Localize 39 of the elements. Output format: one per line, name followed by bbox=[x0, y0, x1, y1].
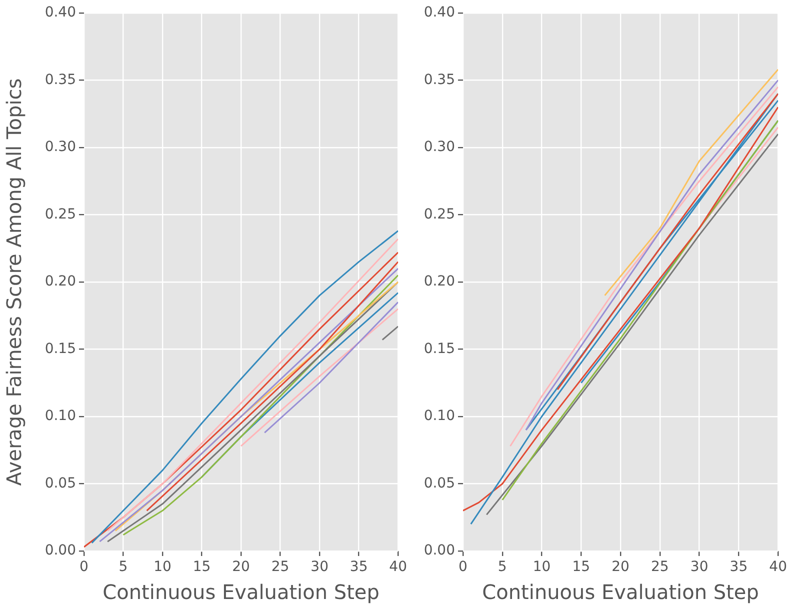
y-tick-label: 0.15 bbox=[44, 340, 76, 357]
x-tick-label: 15 bbox=[192, 559, 211, 576]
y-tick-label: 0.20 bbox=[44, 274, 76, 290]
x-tick-label: 35 bbox=[350, 559, 368, 576]
y-tick-label: 0.30 bbox=[44, 139, 76, 156]
y-tick-label: 0.35 bbox=[424, 72, 455, 88]
y-tick-label: 0.15 bbox=[424, 340, 455, 357]
y-tick-label: 0.40 bbox=[44, 4, 76, 21]
y-tick-label: 0.00 bbox=[424, 542, 455, 559]
x-tick-label: 30 bbox=[690, 559, 708, 576]
x-tick-label: 0 bbox=[80, 559, 88, 576]
y-tick-label: 0.25 bbox=[424, 206, 455, 222]
y-tick-label: 0.40 bbox=[424, 4, 455, 21]
y-tick-label: 0.25 bbox=[44, 206, 76, 222]
y-tick-label: 0.05 bbox=[44, 475, 76, 492]
x-tick-label: 20 bbox=[612, 559, 630, 576]
y-tick-label: 0.35 bbox=[44, 72, 76, 88]
x-tick-label: 5 bbox=[498, 559, 507, 576]
y-tick-label: 0.05 bbox=[424, 475, 455, 492]
y-axis-title: Average Fairness Score Among All Topics bbox=[2, 78, 26, 486]
x-axis-title: Continuous Evaluation Step bbox=[102, 580, 380, 604]
y-tick-label: 0.10 bbox=[424, 408, 455, 424]
x-tick-label: 25 bbox=[271, 559, 290, 576]
x-tick-label: 40 bbox=[389, 559, 408, 576]
x-axis-title: Continuous Evaluation Step bbox=[482, 580, 759, 604]
y-tick-label: 0.30 bbox=[424, 139, 455, 156]
y-tick-label: 0.00 bbox=[44, 542, 76, 559]
x-tick-label: 0 bbox=[458, 559, 468, 576]
x-tick-label: 35 bbox=[730, 559, 748, 576]
y-tick-label: 0.10 bbox=[44, 408, 76, 424]
x-tick-label: 40 bbox=[769, 559, 788, 576]
x-tick-label: 25 bbox=[651, 559, 669, 576]
x-tick-label: 15 bbox=[572, 559, 590, 576]
x-tick-label: 10 bbox=[532, 559, 551, 576]
x-tick-label: 5 bbox=[118, 559, 128, 576]
y-tick-label: 0.20 bbox=[424, 274, 455, 290]
x-tick-label: 30 bbox=[310, 559, 328, 576]
x-tick-label: 20 bbox=[232, 559, 250, 576]
x-tick-label: 10 bbox=[154, 559, 172, 576]
